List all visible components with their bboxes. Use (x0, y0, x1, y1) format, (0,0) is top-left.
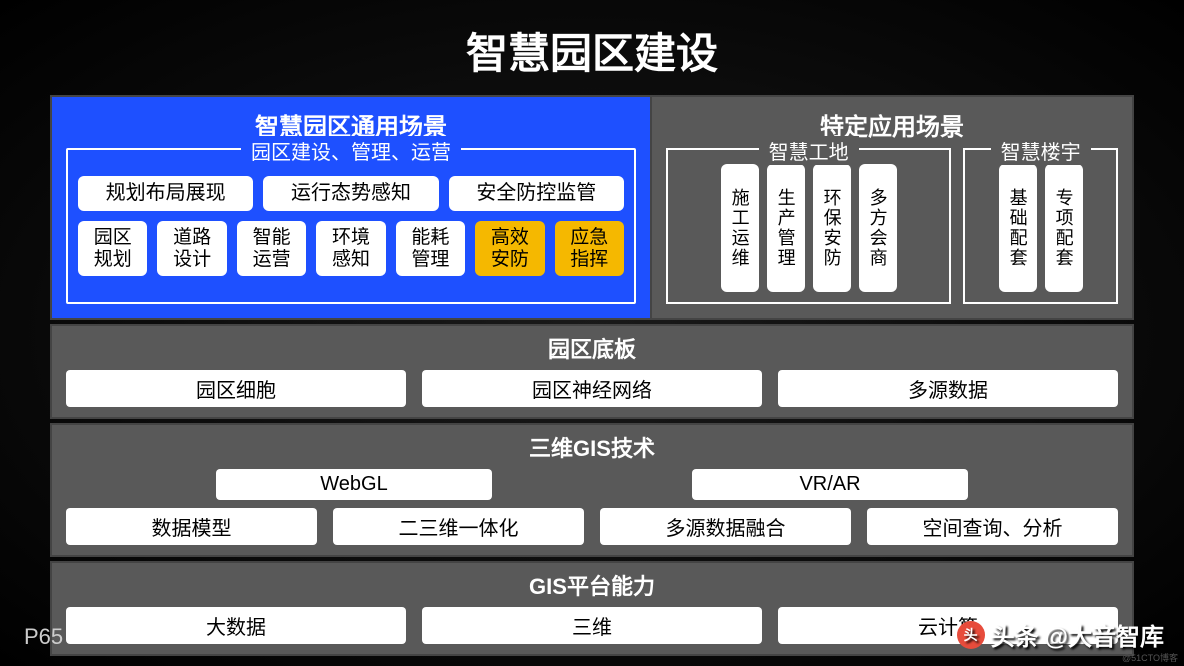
watermark: 头 头条 @大音智库 (957, 617, 1164, 652)
layer-row-0-0: 园区细胞园区神经网络多源数据 (66, 370, 1118, 407)
layers-stack: 园区底板园区细胞园区神经网络多源数据三维GIS技术 WebGL VR/AR 数据模型二… (50, 320, 1134, 656)
specific-groups: 智慧工地施工运维生产管理环保安防多方会商智慧楼宇基础配套专项配套 (666, 148, 1118, 304)
layer-row-1-0: WebGL VR/AR (66, 469, 1118, 500)
main-title: 智慧园区建设 (50, 20, 1134, 81)
construction-group: 园区建设、管理、运营 规划布局展现 运行态势感知 安全防控监管 园区 规划道路 … (66, 148, 636, 304)
watermark-author: @大音智库 (1045, 617, 1164, 652)
layer-pill-1-1-1: 二三维一体化 (333, 508, 584, 545)
construction-group-label: 园区建设、管理、运营 (241, 136, 461, 165)
layer-row-1-1: 数据模型二三维一体化多源数据融合空间查询、分析 (66, 508, 1118, 545)
generic-row-1: 规划布局展现 运行态势感知 安全防控监管 (78, 176, 624, 211)
layer-pill-2-0-1: 三维 (422, 607, 762, 644)
pill-row2-1: 道路 设计 (157, 221, 226, 277)
layer-1: 三维GIS技术 WebGL VR/AR 数据模型二三维一体化多源数据融合空间查询、分析 (50, 423, 1134, 557)
top-section: 智慧园区通用场景 园区建设、管理、运营 规划布局展现 运行态势感知 安全防控监管… (50, 95, 1134, 320)
pill-planning-display: 规划布局展现 (78, 176, 253, 211)
layer-pill-1-1-2: 多源数据融合 (600, 508, 851, 545)
vpill-0-0: 施工运维 (721, 164, 759, 292)
pill-row2-5: 高效 安防 (475, 221, 544, 277)
layer-0: 园区底板园区细胞园区神经网络多源数据 (50, 324, 1134, 419)
pill-row2-2: 智能 运营 (237, 221, 306, 277)
pill-row2-4: 能耗 管理 (396, 221, 465, 277)
pill-operation-sense: 运行态势感知 (263, 176, 438, 211)
layer-title-0: 园区底板 (66, 332, 1118, 364)
layer-pill-1-0-0: WebGL (216, 469, 492, 500)
pill-row2-0: 园区 规划 (78, 221, 147, 277)
watermark-icon: 头 (957, 621, 985, 649)
layer-pill-1-0-1: VR/AR (692, 469, 968, 500)
specific-scenarios-panel: 特定应用场景 智慧工地施工运维生产管理环保安防多方会商智慧楼宇基础配套专项配套 (650, 95, 1134, 320)
tiny-watermark: @51CTO博客 (1122, 651, 1178, 664)
slide: 智慧园区建设 智慧园区通用场景 园区建设、管理、运营 规划布局展现 运行态势感知… (0, 0, 1184, 666)
layer-pill-2-0-0: 大数据 (66, 607, 406, 644)
layer-title-1: 三维GIS技术 (66, 431, 1118, 463)
layer-pill-0-0-1: 园区神经网络 (422, 370, 762, 407)
pill-row2-3: 环境 感知 (316, 221, 385, 277)
vpill-0-1: 生产管理 (767, 164, 805, 292)
vpill-0-3: 多方会商 (859, 164, 897, 292)
specific-group-label-1: 智慧楼宇 (991, 136, 1091, 165)
vpill-1-1: 专项配套 (1045, 164, 1083, 292)
specific-group-1: 智慧楼宇基础配套专项配套 (963, 148, 1118, 304)
vpill-1-0: 基础配套 (999, 164, 1037, 292)
vpill-0-2: 环保安防 (813, 164, 851, 292)
pill-row2-6: 应急 指挥 (555, 221, 624, 277)
layer-pill-1-1-0: 数据模型 (66, 508, 317, 545)
layer-title-2: GIS平台能力 (66, 569, 1118, 601)
specific-group-label-0: 智慧工地 (759, 136, 859, 165)
watermark-prefix: 头条 (991, 617, 1039, 652)
page-number: P65 (24, 624, 63, 650)
generic-scenarios-panel: 智慧园区通用场景 园区建设、管理、运营 规划布局展现 运行态势感知 安全防控监管… (50, 95, 650, 320)
generic-row-2: 园区 规划道路 设计智能 运营环境 感知能耗 管理高效 安防应急 指挥 (78, 221, 624, 277)
layer-pill-0-0-0: 园区细胞 (66, 370, 406, 407)
pill-security-monitor: 安全防控监管 (449, 176, 624, 211)
layer-pill-1-1-3: 空间查询、分析 (867, 508, 1118, 545)
layer-pill-0-0-2: 多源数据 (778, 370, 1118, 407)
specific-group-0: 智慧工地施工运维生产管理环保安防多方会商 (666, 148, 951, 304)
